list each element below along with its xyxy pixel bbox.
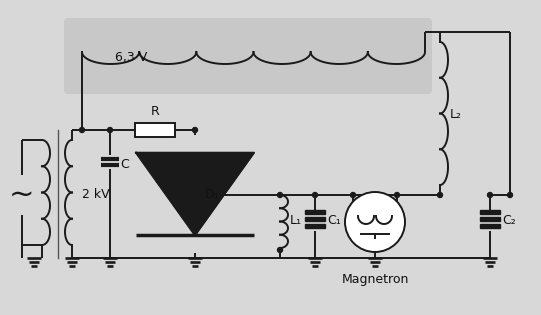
Text: C₁: C₁ — [327, 214, 341, 226]
Bar — [135, 123, 175, 137]
Polygon shape — [480, 224, 500, 228]
Polygon shape — [480, 210, 500, 214]
Circle shape — [108, 128, 113, 133]
Polygon shape — [305, 217, 325, 221]
Text: C: C — [120, 158, 129, 170]
Circle shape — [507, 192, 512, 198]
Text: 2 kV: 2 kV — [82, 188, 110, 202]
Circle shape — [345, 192, 405, 252]
Text: L₂: L₂ — [450, 108, 462, 122]
Text: 6,3 V: 6,3 V — [115, 51, 147, 65]
Text: D₁: D₁ — [205, 188, 220, 202]
Circle shape — [351, 192, 355, 198]
Circle shape — [278, 192, 282, 198]
Circle shape — [313, 192, 318, 198]
Circle shape — [487, 192, 492, 198]
Circle shape — [80, 128, 84, 133]
Text: Magnetron: Magnetron — [341, 273, 408, 286]
Text: ~: ~ — [9, 180, 35, 209]
Circle shape — [193, 128, 197, 133]
Text: L₁: L₁ — [290, 214, 302, 226]
Circle shape — [394, 192, 399, 198]
Circle shape — [278, 248, 282, 253]
Polygon shape — [305, 224, 325, 228]
Polygon shape — [305, 210, 325, 214]
Circle shape — [438, 192, 443, 198]
Polygon shape — [136, 153, 254, 235]
Polygon shape — [480, 217, 500, 221]
FancyBboxPatch shape — [64, 18, 432, 94]
Text: R: R — [150, 105, 160, 118]
Text: C₂: C₂ — [502, 214, 516, 226]
Circle shape — [193, 192, 197, 198]
